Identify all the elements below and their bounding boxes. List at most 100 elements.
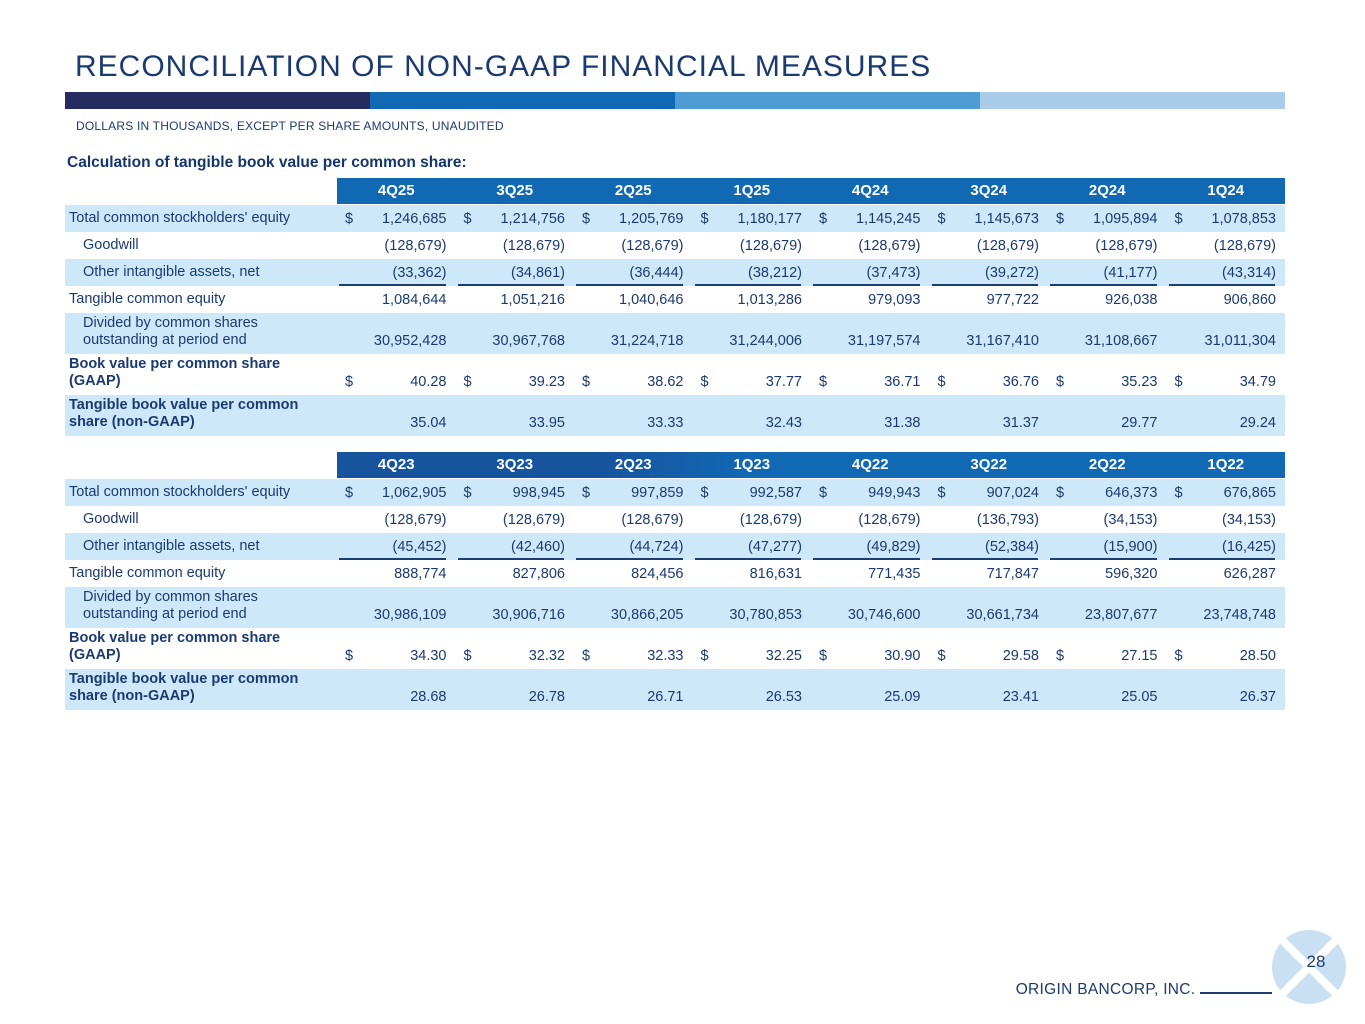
dollar-sign: $ (1174, 211, 1183, 227)
cell-value: 28.68 (410, 689, 447, 705)
cell-value: (47,277) (747, 539, 802, 555)
data-cell: (38,212) (693, 259, 812, 286)
cell-value: 1,062,905 (381, 485, 447, 501)
data-cell: 30,746,600 (811, 587, 930, 628)
dollar-sign: $ (582, 485, 591, 501)
cell-value: 824,456 (631, 566, 684, 582)
data-cell: (128,679) (693, 506, 812, 533)
data-cell: (128,679) (693, 232, 812, 259)
data-cell: 30,967,768 (456, 313, 575, 354)
column-header: 1Q23 (733, 456, 771, 473)
cell-value: (37,473) (866, 265, 921, 281)
data-cell: 926,038 (1048, 286, 1167, 313)
data-cell: 31,011,304 (1167, 313, 1286, 354)
cell-value: 28.50 (1239, 648, 1276, 664)
table-row: Tangible common equity 1,084,644 1,051,216… (65, 286, 1285, 313)
data-cell: $1,205,769 (574, 205, 693, 232)
row-label: Tangible book value per common share (no… (69, 670, 299, 704)
data-cell: $37.77 (693, 354, 812, 395)
column-header: 4Q24 (851, 182, 889, 199)
data-cell: $1,062,905 (337, 479, 456, 506)
data-cell: 30,866,205 (574, 587, 693, 628)
cell-value: (128,679) (858, 512, 921, 528)
cell-value: 35.23 (1121, 374, 1158, 390)
cell-value: 25.05 (1121, 689, 1158, 705)
data-cell: 32.43 (693, 395, 812, 436)
data-cell: $36.71 (811, 354, 930, 395)
dollar-sign: $ (700, 485, 709, 501)
cell-value: 30,780,853 (729, 607, 802, 623)
dollar-sign: $ (582, 374, 591, 390)
cell-value: 32.32 (528, 648, 565, 664)
data-cell: (52,384) (930, 533, 1049, 560)
tangible-book-value-table-2025-2024: 4Q25 3Q25 2Q25 1Q25 4Q24 3Q24 2Q24 1Q24 Total co… (65, 178, 1285, 436)
cell-value: 949,943 (868, 485, 921, 501)
dollar-sign: $ (463, 648, 472, 664)
data-cell: 31,197,574 (811, 313, 930, 354)
data-cell: $949,943 (811, 479, 930, 506)
divider-segment (65, 92, 370, 109)
cell-value: 31,244,006 (729, 333, 802, 349)
data-cell: 31,244,006 (693, 313, 812, 354)
cell-value: 30.90 (884, 648, 921, 664)
data-cell: 26.78 (456, 669, 575, 710)
dollar-sign: $ (1056, 374, 1065, 390)
data-cell: $34.79 (1167, 354, 1286, 395)
data-cell: $1,246,685 (337, 205, 456, 232)
data-cell: $998,945 (456, 479, 575, 506)
cell-value: 30,661,734 (966, 607, 1039, 623)
data-cell: 31.38 (811, 395, 930, 436)
cell-value: (45,452) (392, 539, 447, 555)
dollar-sign: $ (582, 648, 591, 664)
data-cell: $35.23 (1048, 354, 1167, 395)
column-header: 3Q23 (496, 456, 534, 473)
data-cell: $29.58 (930, 628, 1049, 669)
dollar-sign: $ (1056, 211, 1065, 227)
data-cell: $36.76 (930, 354, 1049, 395)
data-cell: 596,320 (1048, 560, 1167, 587)
cell-value: (15,900) (1103, 539, 1158, 555)
dollar-sign: $ (937, 374, 946, 390)
column-header: 3Q22 (970, 456, 1008, 473)
company-logo-icon: 28 (1272, 930, 1346, 1004)
dollar-sign: $ (345, 485, 354, 501)
cell-value: 998,945 (512, 485, 565, 501)
cell-value: 1,078,853 (1211, 211, 1276, 227)
cell-value: 1,084,644 (381, 292, 447, 308)
column-header: 2Q22 (1088, 456, 1126, 473)
table-header-row: 4Q25 3Q25 2Q25 1Q25 4Q24 3Q24 2Q24 1Q24 (337, 178, 1285, 205)
cell-value: 32.25 (765, 648, 802, 664)
data-cell: 23,748,748 (1167, 587, 1286, 628)
data-cell: 824,456 (574, 560, 693, 587)
dollar-sign: $ (819, 648, 828, 664)
data-cell: 717,847 (930, 560, 1049, 587)
cell-value: 1,040,646 (618, 292, 684, 308)
cell-value: 36.71 (884, 374, 921, 390)
data-cell: $1,078,853 (1167, 205, 1286, 232)
cell-value: (42,460) (510, 539, 565, 555)
dollar-sign: $ (463, 211, 472, 227)
data-cell: 31,224,718 (574, 313, 693, 354)
cell-value: 30,746,600 (847, 607, 921, 623)
cell-value: (128,679) (502, 512, 565, 528)
data-cell: 1,013,286 (693, 286, 812, 313)
column-header: 2Q25 (614, 182, 652, 199)
cell-value: (128,679) (1095, 238, 1158, 254)
data-cell: (128,679) (1048, 232, 1167, 259)
cell-value: 31.37 (1002, 415, 1039, 431)
cell-value: 888,774 (394, 566, 447, 582)
data-cell: 26.37 (1167, 669, 1286, 710)
data-cell: 771,435 (811, 560, 930, 587)
data-cell: 30,986,109 (337, 587, 456, 628)
cell-value: 30,952,428 (373, 333, 447, 349)
cell-value: 32.33 (647, 648, 684, 664)
table-row: Other intangible assets, net (33,362) (34,… (65, 259, 1285, 286)
dollar-sign: $ (345, 211, 354, 227)
cell-value: 816,631 (749, 566, 802, 582)
data-cell: (43,314) (1167, 259, 1286, 286)
company-name: ORIGIN BANCORP, INC. (1015, 981, 1196, 998)
data-cell: 977,722 (930, 286, 1049, 313)
divider-segment (370, 92, 675, 109)
cell-value: 39.23 (528, 374, 565, 390)
